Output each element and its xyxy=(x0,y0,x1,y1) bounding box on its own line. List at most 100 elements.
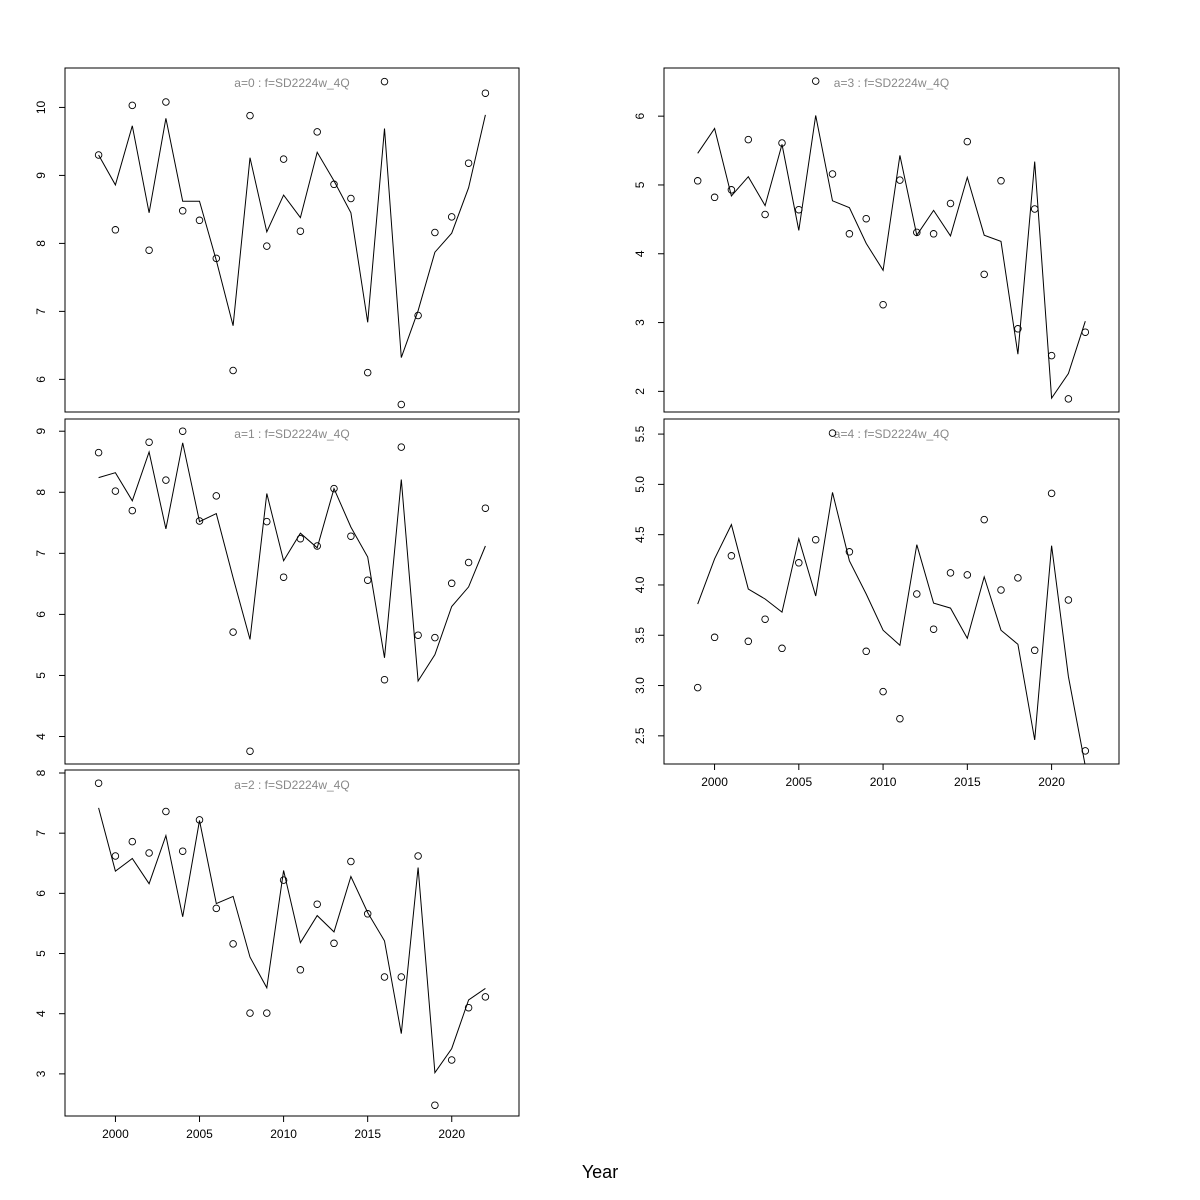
panels: a=0 : f=SD2224w_4Q 6 7 8 9 10 a=1 : f=SD2224w_… xyxy=(34,67,1120,1141)
x-tick-label: 2020 xyxy=(438,1127,465,1141)
panel-3: a=3 : f=SD2224w_4Q 2 3 4 5 6 xyxy=(633,67,1120,413)
panel-data xyxy=(94,779,490,1109)
observed-point xyxy=(761,210,769,219)
observed-point xyxy=(845,230,854,238)
x-tick-label: 2000 xyxy=(701,775,728,789)
y-tick-label: 2.5 xyxy=(633,727,647,744)
y-tick-label: 4 xyxy=(34,733,48,740)
observed-point xyxy=(94,448,103,457)
observed-point xyxy=(178,847,187,855)
observed-point xyxy=(246,1009,254,1017)
observed-point xyxy=(1064,596,1073,604)
observed-point xyxy=(795,205,803,214)
observed-point xyxy=(1014,325,1022,333)
y-tick-label: 3.0 xyxy=(633,677,647,694)
observed-point xyxy=(229,940,237,948)
observed-point xyxy=(447,579,456,588)
y-tick-label: 4 xyxy=(633,250,647,257)
fitted-line xyxy=(697,492,1086,764)
observed-point xyxy=(896,176,904,184)
observed-point xyxy=(162,98,170,106)
observed-point xyxy=(929,230,938,238)
y-tick-label: 2 xyxy=(633,388,647,395)
y-tick-label: 5 xyxy=(633,181,647,188)
observed-point xyxy=(246,747,254,755)
y-tick-label: 7 xyxy=(34,308,48,315)
observed-point xyxy=(195,816,204,824)
fitted-line xyxy=(98,114,486,358)
observed-point xyxy=(744,135,753,144)
panel-title: a=0 : f=SD2224w_4Q xyxy=(234,76,349,90)
observed-point xyxy=(363,368,372,377)
y-tick-label: 9 xyxy=(34,172,48,179)
observed-point xyxy=(347,194,355,203)
observed-point xyxy=(162,807,170,816)
observed-point xyxy=(162,476,170,484)
observed-point xyxy=(363,576,372,584)
observed-point xyxy=(431,633,439,642)
observed-point xyxy=(296,534,305,543)
observed-point xyxy=(879,687,887,696)
panel-frame xyxy=(64,67,520,413)
observed-point xyxy=(727,186,736,194)
observed-point xyxy=(845,548,854,556)
observed-point xyxy=(195,216,204,225)
observed-point xyxy=(980,515,988,524)
observed-point xyxy=(414,631,422,639)
observed-point xyxy=(481,89,490,97)
observed-point xyxy=(693,177,702,185)
observed-point xyxy=(94,779,103,787)
y-tick-label: 8 xyxy=(34,240,48,247)
observed-point xyxy=(693,683,702,692)
y-tick-label: 3 xyxy=(34,1070,48,1077)
y-tick-label: 7 xyxy=(34,830,48,837)
panel-2: a=2 : f=SD2224w_4Q 3 4 5 6 7 8 2000 2005 2010 2015… xyxy=(34,769,520,1141)
y-tick-label: 5 xyxy=(34,672,48,679)
observed-point xyxy=(347,532,355,540)
observed-point xyxy=(380,973,389,981)
observed-point xyxy=(1030,646,1039,655)
observed-point xyxy=(963,137,972,146)
y-tick-label: 8 xyxy=(34,769,48,776)
observed-point xyxy=(929,625,938,633)
observed-point xyxy=(1081,328,1090,336)
observed-point xyxy=(111,226,120,234)
observed-point xyxy=(380,675,389,684)
observed-point xyxy=(313,542,321,550)
observed-point xyxy=(128,101,137,110)
observed-point xyxy=(330,180,338,189)
y-tick-label: 3 xyxy=(633,319,647,326)
observed-point xyxy=(946,569,955,577)
y-tick-label: 4 xyxy=(34,1010,48,1017)
observed-point xyxy=(811,535,820,544)
observed-point xyxy=(1014,574,1022,582)
y-tick-label: 9 xyxy=(34,428,48,435)
observed-point xyxy=(828,429,837,437)
panel-data xyxy=(693,429,1090,764)
observed-point xyxy=(145,849,153,857)
observed-point xyxy=(296,966,305,974)
observed-point xyxy=(330,484,338,493)
observed-point xyxy=(1047,351,1056,360)
observed-point xyxy=(761,615,769,623)
x-tick-label: 2000 xyxy=(102,1127,129,1141)
x-tick-label: 2005 xyxy=(785,775,812,789)
observed-point xyxy=(1081,747,1090,755)
y-tick-label: 8 xyxy=(34,489,48,496)
observed-point xyxy=(913,228,921,237)
observed-point xyxy=(727,552,736,560)
observed-point xyxy=(1030,205,1039,213)
observed-point xyxy=(997,586,1005,594)
panel-title: a=1 : f=SD2224w_4Q xyxy=(234,427,349,441)
observed-point xyxy=(778,139,786,147)
observed-point xyxy=(313,128,321,136)
observed-point xyxy=(128,506,137,515)
observed-point xyxy=(212,904,221,913)
observed-point xyxy=(431,228,439,237)
observed-point xyxy=(263,517,271,526)
observed-point xyxy=(212,254,221,263)
y-tick-label: 5.5 xyxy=(633,425,647,442)
observed-point xyxy=(347,857,355,866)
observed-point xyxy=(811,77,820,85)
y-tick-label: 6 xyxy=(34,611,48,618)
